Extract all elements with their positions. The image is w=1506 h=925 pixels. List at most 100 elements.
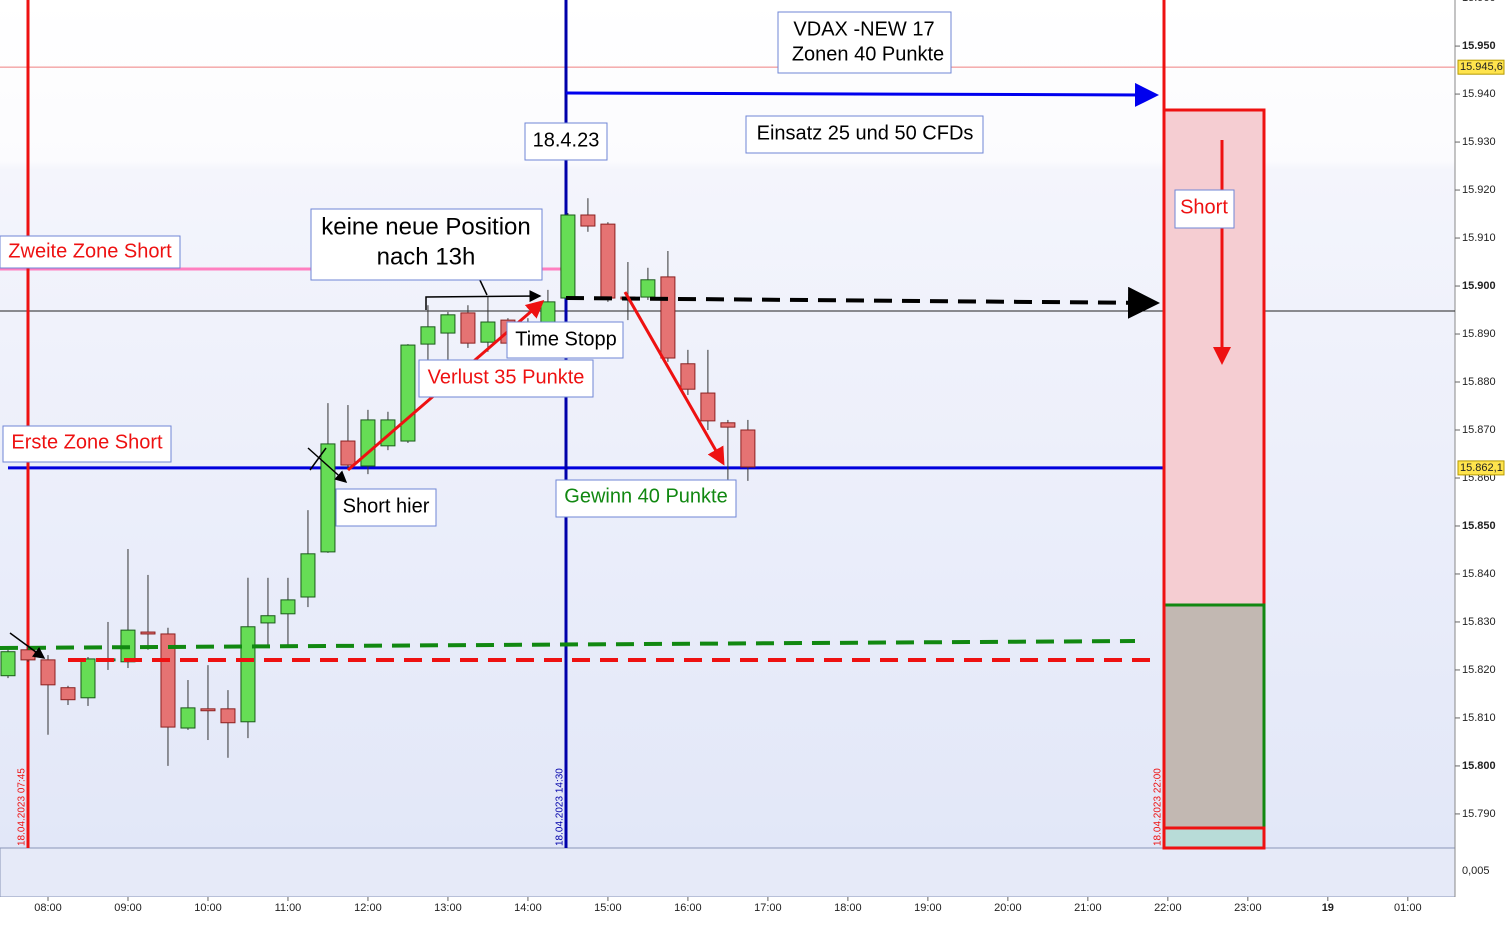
y-tick-label: 15.910	[1462, 232, 1496, 244]
annotation: Verlust 35 Punkte	[428, 366, 585, 388]
annotation-box	[335, 488, 437, 527]
x-tick-label: 20:00	[994, 902, 1022, 914]
x-axis-area	[0, 897, 1506, 925]
y-tick-label: 15.960	[1462, 0, 1496, 4]
annotation: Short	[1180, 196, 1228, 218]
dashed-arrow	[565, 286, 1160, 319]
candle-body	[160, 633, 176, 728]
x-tick-label: 08:00	[34, 902, 62, 914]
candle-body	[660, 276, 676, 359]
candle-body	[740, 429, 756, 468]
annotation: Short hier	[343, 495, 430, 517]
candle-body	[600, 223, 616, 299]
candle-body	[20, 649, 36, 661]
candle-body	[560, 214, 576, 299]
annotation-box	[524, 122, 608, 161]
candle-body	[140, 631, 156, 635]
x-tick-label: 12:00	[354, 902, 382, 914]
candle-body	[180, 707, 196, 729]
arrow	[9, 632, 46, 659]
y-tick-label: 15.850	[1462, 520, 1496, 532]
candle-body	[300, 553, 316, 598]
y-tick-label: 15.950	[1462, 40, 1496, 52]
dashed-level	[0, 639, 1136, 650]
candle-body	[260, 615, 276, 624]
y-tick-label: 15.940	[1462, 88, 1496, 100]
candle-body	[0, 651, 16, 677]
y-tick-label: 15.820	[1462, 664, 1496, 676]
y-tick-label: 15.920	[1462, 184, 1496, 196]
lower-panel	[0, 847, 1456, 898]
arrow	[425, 290, 542, 310]
candle-body	[400, 344, 416, 442]
candle-body	[680, 363, 696, 390]
x-tick-label: 15:00	[594, 902, 622, 914]
x-tick-label: 17:00	[754, 902, 782, 914]
annotation-box	[1174, 189, 1235, 229]
profit-zone	[1162, 603, 1266, 830]
annotation-box	[745, 115, 984, 154]
x-tick-label: 09:00	[114, 902, 142, 914]
price-marker-box	[1457, 59, 1505, 75]
candle-body	[40, 659, 56, 686]
arrow	[623, 291, 725, 466]
y-tick-label: 15.790	[1462, 808, 1496, 820]
lower-panel-label: 0,005	[1462, 865, 1490, 877]
y-tick-label: 15.800	[1462, 760, 1496, 772]
annotation: Einsatz 25 und 50 CFDs	[757, 122, 974, 144]
candle-body	[700, 392, 716, 422]
candle-body	[720, 422, 736, 428]
annotation: Erste Zone Short	[11, 431, 163, 453]
stop-zone	[1162, 826, 1266, 850]
y-tick-label: 15.880	[1462, 376, 1496, 388]
y-tick-label: 15.900	[1462, 280, 1496, 292]
candle-body	[640, 279, 656, 298]
x-tick-label: 19:00	[914, 902, 942, 914]
x-tick-label: 22:00	[1154, 902, 1182, 914]
annotation: Gewinn 40 Punkte	[564, 485, 727, 507]
x-tick-label: 23:00	[1234, 902, 1262, 914]
candle-body	[320, 443, 336, 553]
candle-body	[460, 312, 476, 344]
candle-body	[280, 599, 296, 615]
annotation-box	[310, 208, 543, 281]
arrow	[565, 82, 1159, 107]
candle-body	[580, 214, 596, 227]
x-tick-label: 21:00	[1074, 902, 1102, 914]
annotation-box	[777, 11, 952, 74]
candle-body	[80, 658, 96, 699]
vertical-label: 18.04.2023 22:00	[1153, 768, 1164, 846]
candle-body	[440, 314, 456, 334]
annotation-box	[506, 321, 624, 359]
x-tick-label: 13:00	[434, 902, 462, 914]
price-marker-label: 15.945,6	[1460, 61, 1503, 73]
y-tick-label: 15.840	[1462, 568, 1496, 580]
y-tick-label: 15.810	[1462, 712, 1496, 724]
annotation: VDAX -NEW 17	[793, 18, 934, 40]
x-tick-label: 10:00	[194, 902, 222, 914]
candle-body	[200, 708, 216, 712]
short-zone	[1162, 108, 1266, 607]
annotation-box	[555, 479, 737, 518]
arrow	[307, 447, 348, 484]
annotation: nach 13h	[377, 243, 476, 270]
x-tick-label: 11:00	[275, 902, 302, 914]
arrow	[309, 447, 327, 471]
x-tick-label: 18:00	[834, 902, 862, 914]
annotation: 18.4.23	[533, 129, 600, 151]
annotation: keine neue Position	[321, 213, 530, 240]
x-tick-label: 16:00	[674, 902, 702, 914]
x-tick-label: 14:00	[514, 902, 542, 914]
candle-body	[340, 440, 356, 466]
y-tick-label: 15.870	[1462, 424, 1496, 436]
vertical-label: 18.04.2023 07:45	[17, 768, 28, 846]
candle-body	[60, 687, 76, 701]
annotation: Time Stopp	[515, 328, 617, 350]
annotation: Zonen 40 Punkte	[792, 43, 944, 65]
candle-body	[240, 626, 256, 723]
candle-body	[220, 708, 236, 724]
y-tick-label: 15.830	[1462, 616, 1496, 628]
y-tick-label: 15.930	[1462, 136, 1496, 148]
vertical-label: 18.04.2023 14:30	[555, 768, 566, 846]
